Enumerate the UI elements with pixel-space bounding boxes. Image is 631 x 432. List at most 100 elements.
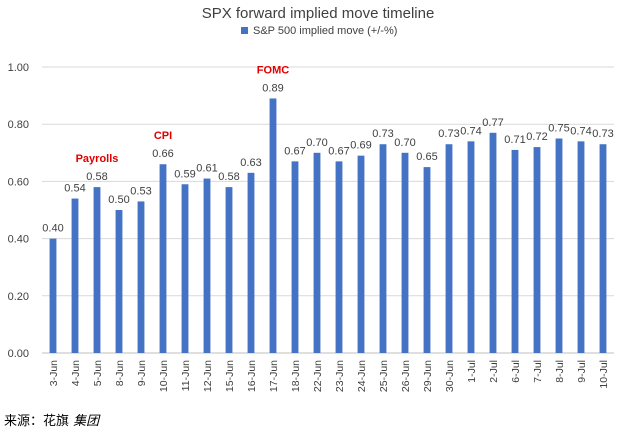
gridlines: [42, 66, 614, 354]
bar: [181, 184, 189, 353]
x-tick-label: 11-Jun: [180, 360, 192, 391]
data-label: 0.77: [482, 117, 503, 129]
chart: SPX forward implied move timeline S&P 50…: [8, 5, 614, 392]
x-tick-label: 5-Jun: [92, 360, 104, 386]
x-tick-label: 10-Jul: [598, 360, 610, 389]
annotation-label: CPI: [154, 130, 172, 142]
x-tick-label: 18-Jun: [290, 360, 302, 392]
bar: [511, 149, 519, 353]
bar: [313, 152, 321, 353]
data-label: 0.74: [460, 125, 481, 137]
legend-swatch: [241, 27, 248, 34]
data-label: 0.74: [570, 125, 591, 137]
data-label: 0.67: [284, 145, 305, 157]
x-tick-label: 2-Jul: [488, 360, 500, 383]
data-label: 0.70: [306, 137, 327, 149]
x-tick-label: 15-Jun: [224, 360, 236, 392]
x-tick-label: 8-Jul: [554, 360, 566, 383]
legend: S&P 500 implied move (+/-%): [241, 25, 397, 37]
chart-title: SPX forward implied move timeline: [202, 5, 435, 22]
data-label: 0.54: [64, 183, 85, 195]
bar: [203, 178, 211, 353]
y-tick-label: 1.00: [8, 62, 29, 74]
bar: [93, 187, 101, 353]
y-tick-label: 0.60: [8, 176, 29, 188]
bar: [335, 161, 343, 353]
x-tick-label: 3-Jun: [48, 360, 60, 386]
x-tick-label: 29-Jun: [422, 360, 434, 392]
bar: [599, 144, 607, 353]
bar: [159, 164, 167, 353]
annotation-label: FOMC: [257, 64, 289, 76]
data-label: 0.73: [438, 128, 459, 140]
data-label: 0.73: [592, 128, 613, 140]
x-tick-label: 30-Jun: [444, 360, 456, 392]
bar: [49, 238, 57, 353]
data-label: 0.67: [328, 145, 349, 157]
bar: [577, 141, 585, 353]
x-tick-label: 4-Jun: [70, 360, 82, 386]
data-label: 0.69: [350, 140, 371, 152]
annotation-label: Payrolls: [76, 153, 119, 165]
bar: [225, 187, 233, 353]
data-label: 0.75: [548, 123, 569, 135]
bar: [291, 161, 299, 353]
y-tick-label: 0.80: [8, 119, 29, 131]
x-tick-label: 26-Jun: [400, 360, 412, 392]
legend-label: S&P 500 implied move (+/-%): [253, 25, 397, 37]
bar: [379, 144, 387, 353]
y-tick-label: 0.20: [8, 291, 29, 303]
data-label: 0.70: [394, 137, 415, 149]
data-label: 0.89: [262, 82, 283, 94]
bar: [269, 98, 277, 354]
y-tick-label: 0.00: [8, 348, 29, 360]
data-label: 0.58: [86, 171, 107, 183]
bar: [467, 141, 475, 353]
bar: [357, 155, 365, 353]
bar: [71, 198, 79, 353]
source-note: 来源：花旗 集团: [4, 410, 99, 429]
bar: [247, 172, 255, 353]
data-label: 0.40: [42, 223, 63, 235]
bar: [401, 152, 409, 353]
data-label: 0.72: [526, 131, 547, 143]
x-tick-label: 8-Jun: [114, 360, 126, 386]
x-tick-label: 23-Jun: [334, 360, 346, 392]
x-tick-label: 16-Jun: [246, 360, 258, 392]
annotations: Payrolls CPI FOMC: [76, 64, 290, 165]
x-tick-label: 10-Jun: [158, 360, 170, 392]
bar: [489, 132, 497, 353]
data-label: 0.59: [174, 168, 195, 180]
x-tick-label: 9-Jul: [576, 360, 588, 383]
data-label: 0.53: [130, 185, 151, 197]
x-tick-label: 12-Jun: [202, 360, 214, 392]
x-tick-label: 6-Jul: [510, 360, 522, 383]
y-axis: 0.00 0.20 0.40 0.60 0.80 1.00: [8, 62, 29, 360]
y-tick-label: 0.40: [8, 234, 29, 246]
x-tick-label: 17-Jun: [268, 360, 280, 392]
x-axis: 3-Jun 4-Jun 5-Jun 8-Jun 9-Jun 10-Jun 11-Jun 12-…: [48, 360, 610, 392]
bar: [423, 167, 431, 353]
data-label: 0.71: [504, 134, 525, 146]
bar: [115, 210, 123, 353]
data-label: 0.63: [240, 157, 261, 169]
bars: [49, 98, 607, 354]
data-label: 0.73: [372, 128, 393, 140]
source-prefix: 来源：花旗: [4, 414, 70, 429]
bar: [555, 138, 563, 353]
data-label: 0.61: [196, 163, 217, 175]
x-tick-label: 9-Jun: [136, 360, 148, 386]
bar: [137, 201, 145, 353]
bar: [533, 147, 541, 353]
x-tick-label: 25-Jun: [378, 360, 390, 392]
data-label: 0.65: [416, 151, 437, 163]
data-label: 0.58: [218, 171, 239, 183]
x-tick-label: 7-Jul: [532, 360, 544, 383]
data-label: 0.50: [108, 194, 129, 206]
data-labels: 0.400.540.580.500.530.660.59 0.610.580.63…: [42, 82, 613, 234]
data-label: 0.66: [152, 148, 173, 160]
source-brand: 集团: [73, 414, 100, 429]
x-tick-label: 1-Jul: [466, 360, 478, 383]
bar: [445, 144, 453, 353]
x-tick-label: 22-Jun: [312, 360, 324, 392]
